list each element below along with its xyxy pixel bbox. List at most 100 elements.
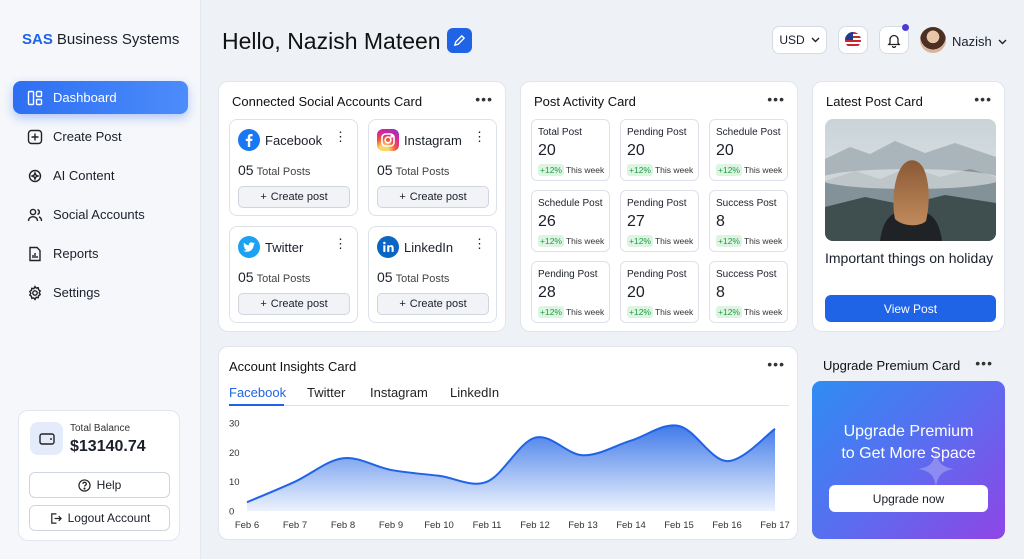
create-post-button[interactable]: + Create post (377, 293, 489, 315)
instagram-icon (377, 129, 399, 151)
create-post-button[interactable]: + Create post (238, 293, 350, 315)
sidebar-item-label: Dashboard (53, 90, 117, 105)
sidebar-nav: Dashboard Create Post AI Content Social … (13, 81, 188, 315)
x-tick-label: Feb 8 (331, 520, 355, 531)
user-menu[interactable]: Nazish (952, 34, 1007, 49)
stat-label: Schedule Post (538, 198, 603, 209)
currency-select[interactable]: USD (772, 26, 827, 54)
account-name: Facebook (265, 133, 323, 148)
sidebar-item-label: Create Post (53, 129, 122, 144)
stat-change: +12% This week (716, 306, 783, 318)
stat-tile: Success Post 8 +12% This week (709, 261, 788, 323)
sidebar-item-label: Social Accounts (53, 207, 145, 222)
social-account-facebook: Facebook ⋮ 05 Total Posts + Create post (229, 119, 358, 216)
tab-facebook[interactable]: Facebook (229, 385, 287, 400)
logout-button[interactable]: Logout Account (29, 505, 170, 531)
language-button[interactable] (838, 26, 868, 54)
more-options-icon[interactable]: ••• (767, 356, 785, 372)
premium-text: Upgrade Premium to Get More Space (841, 423, 976, 462)
sidebar-item-label: AI Content (53, 168, 115, 183)
card-title: Post Activity Card (534, 94, 636, 109)
page-title: Hello, Nazish Mateen (222, 28, 441, 54)
linkedin-icon (377, 236, 399, 258)
kebab-menu-icon[interactable]: ⋮ (473, 236, 486, 251)
pencil-icon (453, 34, 466, 47)
stat-value: 20 (716, 142, 734, 159)
dashboard-icon (27, 90, 43, 105)
create-post-button[interactable]: + Create post (238, 186, 350, 208)
sidebar-item-dashboard[interactable]: Dashboard (13, 81, 188, 114)
logout-icon (50, 512, 62, 524)
y-tick-label: 30 (229, 419, 240, 430)
x-tick-label: Feb 15 (664, 520, 694, 531)
help-icon (77, 478, 91, 492)
stat-change: +12% This week (627, 235, 694, 247)
social-account-linkedin: LinkedIn ⋮ 05 Total Posts + Create post (368, 226, 497, 323)
stat-change: +12% This week (538, 164, 605, 176)
kebab-menu-icon[interactable]: ⋮ (334, 129, 347, 144)
post-image[interactable] (825, 119, 996, 241)
sidebar-item-label: Reports (53, 246, 99, 261)
plus-icon: + (399, 298, 406, 310)
tab-twitter[interactable]: Twitter (307, 385, 346, 400)
y-tick-label: 20 (229, 448, 240, 459)
sidebar-item-ai-content[interactable]: AI Content (13, 159, 188, 192)
upgrade-premium-card: Upgrade Premium Card ••• Upgrade Premium… (812, 346, 1005, 540)
stat-value: 20 (627, 284, 645, 301)
more-options-icon[interactable]: ••• (975, 355, 993, 371)
stat-tile: Schedule Post 26 +12% This week (531, 190, 610, 252)
logout-label: Logout Account (67, 511, 151, 525)
stat-change: +12% This week (538, 306, 605, 318)
account-name: LinkedIn (404, 240, 454, 255)
stat-tile: Total Post 20 +12% This week (531, 119, 610, 181)
sparkle-icon (918, 451, 954, 487)
stat-value: 28 (538, 284, 556, 301)
edit-profile-button[interactable] (447, 28, 472, 53)
upgrade-now-button[interactable]: Upgrade now (829, 485, 988, 512)
avatar[interactable] (920, 27, 946, 53)
wallet-icon (30, 422, 63, 455)
brand-logo[interactable]: SAS Business Systems (22, 31, 179, 48)
card-title: Connected Social Accounts Card (232, 94, 423, 109)
create-post-button[interactable]: + Create post (377, 186, 489, 208)
stat-value: 26 (538, 213, 556, 230)
stat-label: Total Post (538, 127, 582, 138)
chevron-down-icon (998, 39, 1007, 44)
facebook-icon (238, 129, 260, 151)
x-tick-label: Feb 10 (424, 520, 454, 531)
sidebar-item-social-accounts[interactable]: Social Accounts (13, 198, 188, 231)
us-flag-icon (845, 32, 861, 48)
stat-change: +12% This week (716, 164, 783, 176)
balance-panel: Total Balance $13140.74 Help Logout Acco… (18, 410, 180, 541)
stat-value: 8 (716, 284, 725, 301)
y-tick-label: 10 (229, 477, 240, 488)
ai-sparkle-icon (28, 169, 42, 182)
account-name: Twitter (265, 240, 304, 255)
stat-change: +12% This week (716, 235, 783, 247)
sidebar-item-label: Settings (53, 285, 100, 300)
tab-instagram[interactable]: Instagram (370, 385, 428, 400)
kebab-menu-icon[interactable]: ⋮ (334, 236, 347, 251)
more-options-icon[interactable]: ••• (974, 91, 992, 107)
more-options-icon[interactable]: ••• (475, 91, 493, 107)
stat-value: 20 (538, 142, 556, 159)
series-area (247, 425, 775, 511)
plus-icon: + (260, 298, 267, 310)
sidebar-item-reports[interactable]: Reports (13, 237, 188, 270)
stat-tile: Pending Post 27 +12% This week (620, 190, 699, 252)
x-tick-label: Feb 7 (283, 520, 307, 531)
sidebar: SAS Business Systems Dashboard Create Pos… (0, 0, 201, 559)
help-button[interactable]: Help (29, 472, 170, 498)
tab-linkedin[interactable]: LinkedIn (450, 385, 500, 400)
sidebar-item-create-post[interactable]: Create Post (13, 120, 188, 153)
more-options-icon[interactable]: ••• (767, 91, 785, 107)
view-post-button[interactable]: View Post (825, 295, 996, 322)
plus-icon: + (260, 191, 267, 203)
kebab-menu-icon[interactable]: ⋮ (473, 129, 486, 144)
user-name: Nazish (952, 34, 992, 49)
premium-banner: Upgrade Premium to Get More Space Upgrad… (812, 381, 1005, 539)
latest-post-card: Latest Post Card ••• Important things on… (812, 81, 1005, 332)
sidebar-item-settings[interactable]: Settings (13, 276, 188, 309)
insights-chart: 0 10 20 30 Feb 6 Feb 7 Feb 8 Feb 9 Feb 10 Feb 11 F… (229, 419, 790, 532)
twitter-icon (238, 236, 260, 258)
